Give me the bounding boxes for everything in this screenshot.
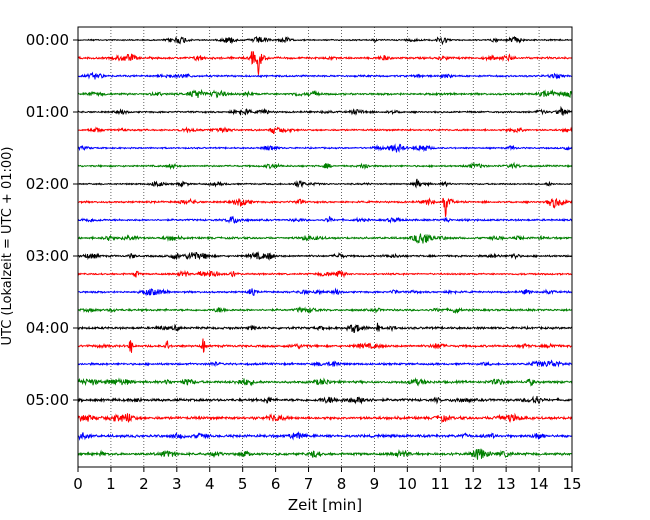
x-tick-label-14: 14 <box>530 475 549 493</box>
x-tick-label-0: 0 <box>73 475 83 493</box>
seismogram-trace-5 <box>77 126 573 134</box>
seismogram-trace-7 <box>77 161 573 170</box>
seismogram-trace-22 <box>77 430 573 441</box>
seismogram-trace-18 <box>77 359 573 368</box>
x-tick-label-13: 13 <box>497 475 516 493</box>
seismogram-trace-13 <box>77 269 573 279</box>
y-tick-label-4: 04:00 <box>26 319 69 337</box>
seismogram-trace-3 <box>77 88 573 99</box>
plot-frame <box>77 26 573 468</box>
seismogram-trace-9 <box>77 197 573 217</box>
y-tick-label-2: 02:00 <box>26 175 69 193</box>
seismogram-trace-2 <box>77 71 573 80</box>
x-tick-label-3: 3 <box>172 475 182 493</box>
x-tick-label-15: 15 <box>562 475 581 493</box>
seismogram-trace-23 <box>77 448 573 460</box>
seismogram-trace-14 <box>77 287 573 297</box>
seismogram-trace-19 <box>77 377 573 387</box>
seismogram-trace-8 <box>77 178 573 189</box>
y-tick-label-1: 01:00 <box>26 103 69 121</box>
x-tick-label-1: 1 <box>106 475 116 493</box>
seismogram-trace-6 <box>77 143 573 153</box>
seismogram-trace-15 <box>77 306 573 315</box>
x-tick-label-12: 12 <box>464 475 483 493</box>
seismogram-trace-17 <box>77 338 573 353</box>
x-tick-label-4: 4 <box>205 475 215 493</box>
x-tick-label-8: 8 <box>337 475 347 493</box>
x-tick-label-6: 6 <box>271 475 281 493</box>
x-tick-label-2: 2 <box>139 475 149 493</box>
y-tick-label-5: 05:00 <box>26 391 69 409</box>
x-tick-label-9: 9 <box>370 475 380 493</box>
y-axis-label: UTC (Lokalzeit = UTC + 01:00) <box>0 147 15 346</box>
y-axis-ticks: 00:00 01:00 02:00 03:00 04:00 05:00 <box>26 31 78 409</box>
x-tick-label-11: 11 <box>431 475 450 493</box>
seismogram-trace-20 <box>77 395 573 405</box>
seismogram-trace-12 <box>77 251 573 261</box>
trace-group <box>77 35 573 460</box>
x-axis-ticks: 0 1 2 3 4 5 6 7 8 9 10 11 12 13 14 15 <box>73 467 582 493</box>
seismogram-trace-21 <box>77 412 573 424</box>
y-tick-label-0: 00:00 <box>26 31 69 49</box>
seismogram-trace-16 <box>77 322 573 334</box>
x-tick-label-10: 10 <box>398 475 417 493</box>
x-tick-label-7: 7 <box>304 475 314 493</box>
seismogram-trace-1 <box>77 51 573 75</box>
x-tick-label-5: 5 <box>238 475 248 493</box>
seismogram-trace-0 <box>77 35 573 46</box>
seismogram-trace-11 <box>77 233 573 244</box>
seismogram-trace-4 <box>77 105 573 116</box>
x-axis-label: Zeit [min] <box>288 496 362 514</box>
y-tick-label-3: 03:00 <box>26 247 69 265</box>
seismogram-trace-10 <box>77 215 573 224</box>
grid-lines <box>110 27 540 467</box>
